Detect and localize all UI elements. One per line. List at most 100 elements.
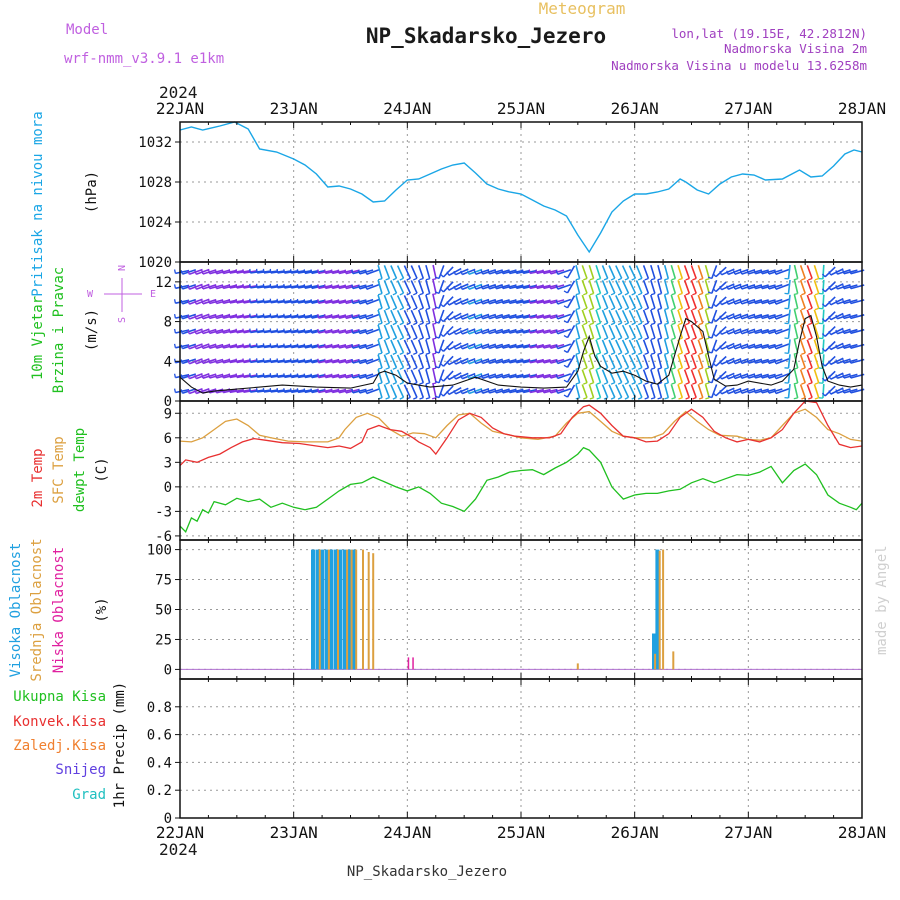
wind-barbs <box>173 264 865 400</box>
wind-barb-flag <box>364 270 368 275</box>
wind-barb <box>683 324 691 339</box>
wind-barb <box>663 384 670 399</box>
wind-barb-flag <box>603 337 608 341</box>
compass-south: S <box>117 317 128 323</box>
wind-barb <box>566 339 576 353</box>
wind-barb-flag <box>760 373 763 379</box>
wind-barb <box>410 280 418 294</box>
wind-barb <box>608 339 616 354</box>
wind-barb-flag <box>276 268 279 274</box>
wind-barb <box>455 357 469 365</box>
wind-barb <box>396 265 405 279</box>
wind-barb-flag <box>255 298 258 303</box>
wind-barb-flag <box>528 343 531 348</box>
wind-barb-flag <box>657 322 662 326</box>
wind-barb-flag <box>221 373 224 378</box>
mid-cloud-bar <box>362 549 364 670</box>
wind-barb-flag <box>303 388 306 393</box>
wind-barb-flag <box>269 268 272 273</box>
wind-barb <box>588 294 595 309</box>
wind-barb-flag <box>692 382 697 385</box>
wind-barb-flag <box>753 269 756 274</box>
wind-barb <box>799 265 806 279</box>
wind-barb-flag <box>357 359 361 364</box>
wind-barb-flag <box>187 285 190 290</box>
wind-barb-flag <box>180 344 184 349</box>
wind-barb-flag <box>419 292 424 296</box>
wind-barb-flag <box>657 397 662 400</box>
wind-barb-flag <box>392 396 397 400</box>
wind-barb-flag <box>773 329 777 335</box>
wind-barb <box>683 265 691 279</box>
wind-barb <box>704 339 711 354</box>
wind-barb <box>396 354 405 368</box>
wind-barb <box>635 339 643 354</box>
date-label: 26JAN <box>611 823 659 842</box>
wind-barb-flag <box>425 397 430 400</box>
wind-barb-flag <box>419 397 424 400</box>
wind-barb-flag <box>514 299 518 304</box>
wind-barb-flag <box>187 389 190 394</box>
wind-barb <box>455 342 469 350</box>
wind-barb-flag <box>814 352 819 355</box>
wind-barb-flag <box>194 270 197 275</box>
wind-barb-flag <box>344 388 347 393</box>
wind-barb <box>425 354 431 369</box>
wind-barb-flag <box>773 374 777 379</box>
wind-barb-flag <box>801 352 806 355</box>
wind-unit: (m/s) <box>84 309 100 351</box>
wind-barb <box>690 309 697 324</box>
wind-barb-flag <box>494 388 497 394</box>
wind-barb-flag <box>303 299 306 304</box>
wind-barb <box>383 294 391 309</box>
wind-barb-flag <box>773 314 777 320</box>
precip-legend-conv: Konvek.Kisa <box>13 714 106 730</box>
wind-barb-flag <box>685 307 690 311</box>
wind-barb <box>663 324 670 339</box>
wind-barb-flag <box>194 300 197 305</box>
wind-barb-flag <box>344 299 347 304</box>
wind-barb-flag <box>201 389 204 394</box>
wind-barb-flag <box>364 344 368 350</box>
wind-barb-flag <box>228 313 231 318</box>
wind-barb-flag <box>589 292 594 296</box>
wind-barb-flag <box>323 373 327 378</box>
wind-barb-flag <box>255 343 258 348</box>
wind-barb-flag <box>473 329 477 335</box>
wind-barb-flag <box>364 359 368 364</box>
wind-barb <box>581 265 588 279</box>
wind-barb-flag <box>337 299 340 304</box>
wind-barb <box>697 384 704 398</box>
wind-barb-flag <box>542 388 545 393</box>
wind-barb-flag <box>637 307 643 311</box>
wind-barb-flag <box>842 388 845 394</box>
pressure-ylabel: Pritisak na nivou mora <box>30 111 46 296</box>
high-cloud-ylabel: Visoka Oblacnost <box>8 543 24 678</box>
wind-barb-flag <box>746 329 750 334</box>
wind-barb-flag <box>249 328 252 333</box>
wind-barb-flag <box>528 284 531 289</box>
wind-barb <box>448 386 462 396</box>
wind-barb-flag <box>201 344 204 349</box>
wind-barb-flag <box>440 392 444 397</box>
wind-barb-flag <box>849 359 852 364</box>
y-tick-label: 8 <box>164 315 172 331</box>
wind-barb <box>566 280 576 294</box>
y-tick-label: 0.4 <box>147 755 172 771</box>
wind-barb-flag <box>501 284 504 289</box>
wind-barb-flag <box>194 389 197 394</box>
wind-barb <box>608 265 616 279</box>
wind-barb <box>442 266 454 278</box>
wind-barb-flag <box>760 344 763 349</box>
wind-barb-flag <box>739 299 743 305</box>
wind-barb <box>799 369 806 384</box>
wind-barb-flag <box>760 388 763 394</box>
wind-barb-flag <box>351 388 354 393</box>
wind-barb-flag <box>707 380 713 384</box>
wind-barb-flag <box>521 299 524 304</box>
wind-barb <box>642 324 650 339</box>
wind-barb-flag <box>508 388 511 393</box>
wind-barb-flag <box>337 373 340 378</box>
wind-barb <box>721 342 735 350</box>
wind-barb-flag <box>385 292 390 296</box>
